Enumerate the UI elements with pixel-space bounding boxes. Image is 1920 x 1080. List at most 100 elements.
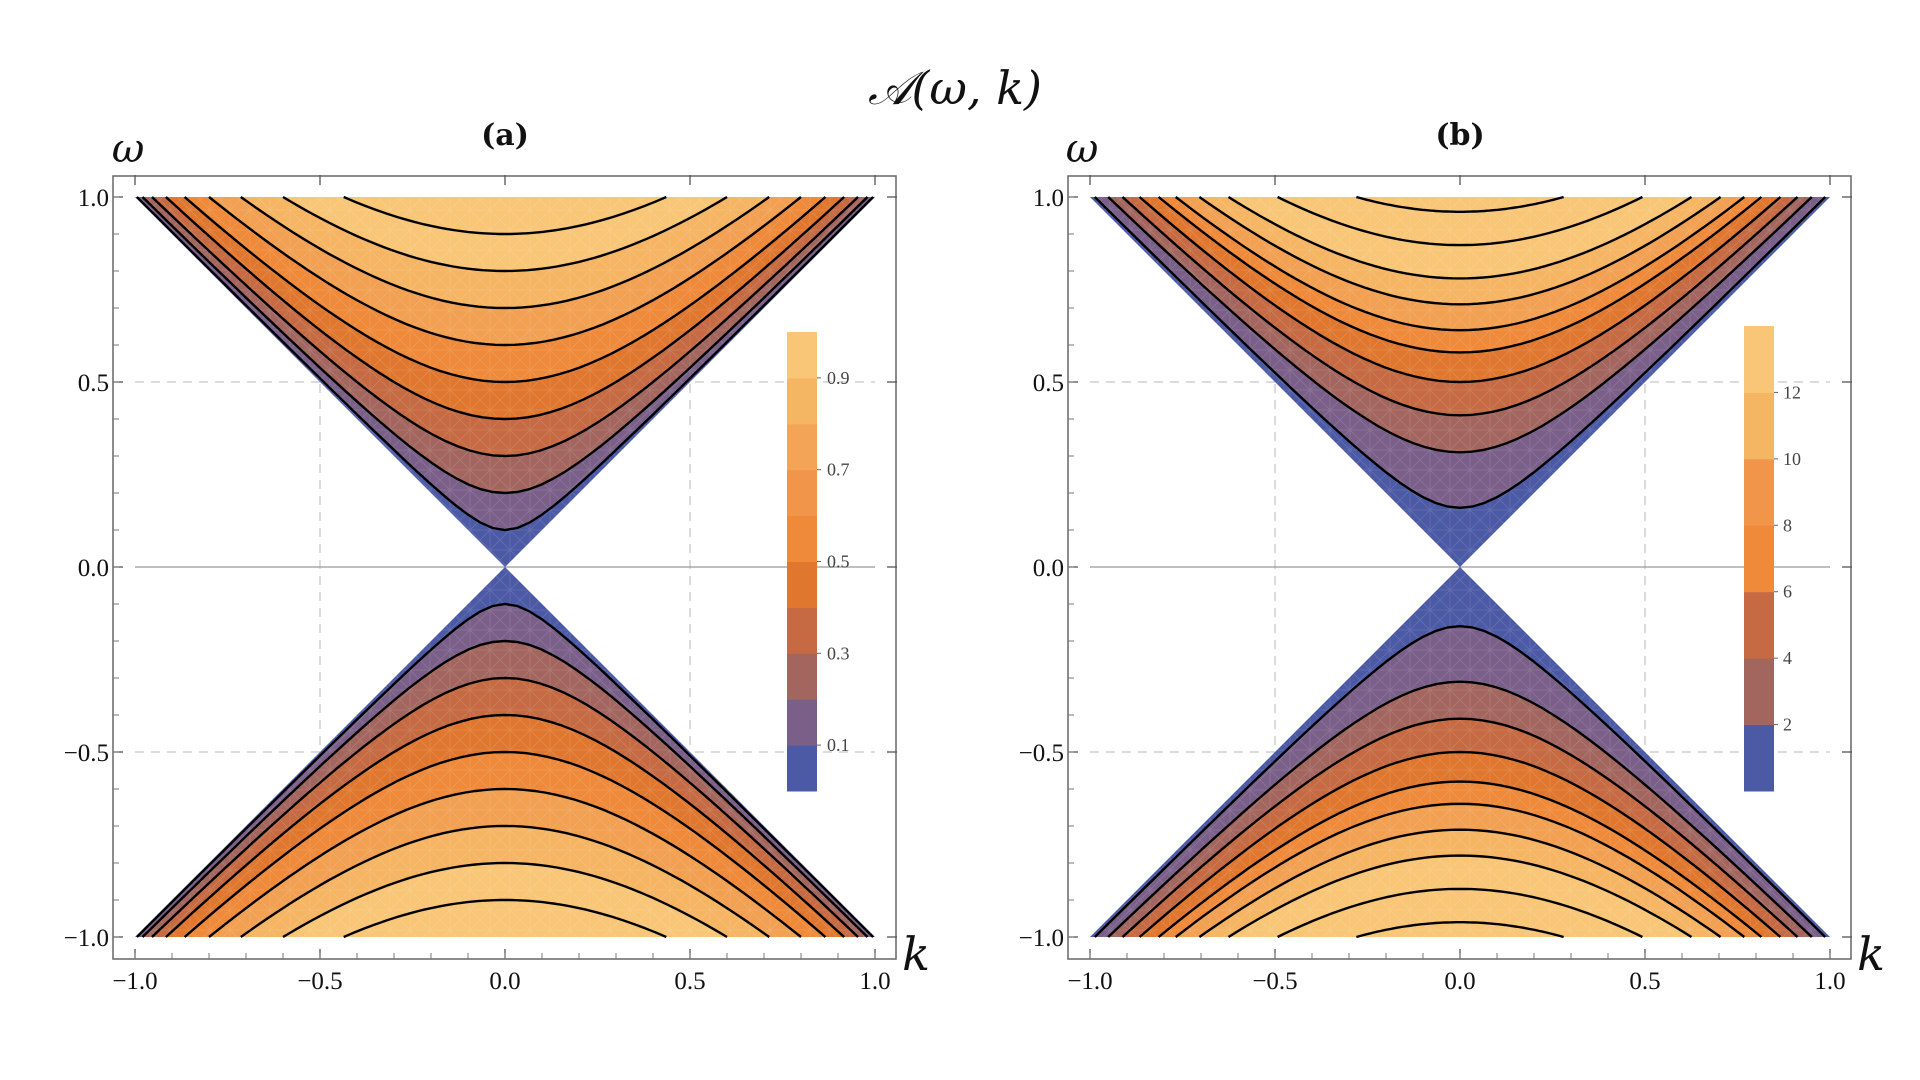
panel-a-colorbar-segment bbox=[787, 699, 817, 746]
panel-a-contour-upper-5 bbox=[208, 196, 802, 347]
panel-b-colorbar-segment bbox=[1744, 525, 1774, 593]
panel-b-xtick-label: −0.5 bbox=[1252, 968, 1297, 995]
panel-b-contour-lower-6 bbox=[1198, 828, 1722, 938]
panel-a-contour-upper-8 bbox=[343, 195, 667, 236]
panel-a-ticks: −1.0 1.0 −0.5 0.5 0.0 0.0 0.5 −0.5 1.0 −1.0 bbox=[64, 175, 897, 995]
panel-b-colorbar-segment bbox=[1744, 724, 1774, 792]
panel-a-colorbar-label: 0.1 bbox=[827, 735, 850, 755]
panel-a-ytick-label: 0.0 bbox=[78, 555, 109, 582]
panel-b-contour-upper-8 bbox=[1277, 195, 1643, 247]
panel-a-contour-lower-2 bbox=[151, 676, 859, 938]
panel-a-xtick-label: 0.5 bbox=[674, 968, 705, 995]
panel-a-colorbar-segment bbox=[787, 607, 817, 654]
figure-title: 𝒜(ω, k) bbox=[868, 61, 1042, 115]
panel-a-xtick-label: −0.5 bbox=[297, 968, 342, 995]
panel-b-colorbar-segment bbox=[1744, 326, 1774, 393]
panel-b-contour-lower-1 bbox=[1107, 680, 1813, 938]
panel-a-ylabel: ω bbox=[112, 126, 145, 172]
panel-a-contour-upper-6 bbox=[240, 196, 770, 310]
panel-b-contour-lower-2 bbox=[1121, 717, 1799, 938]
panel-a-contour-lower-3 bbox=[165, 713, 845, 938]
panel-b-colorbar: 2 4 6 8 10 12 bbox=[1744, 326, 1801, 792]
panel-a-colorbar-segment bbox=[787, 653, 817, 700]
panel-a-contour-lower-4 bbox=[183, 750, 827, 938]
panel-a-contour-upper-7 bbox=[282, 195, 728, 273]
panel-a-colorbar-segment bbox=[787, 515, 817, 562]
panel-a-colorbar-segment bbox=[787, 745, 817, 792]
panel-b-contour-upper-5 bbox=[1174, 196, 1746, 332]
panel-a-colorbar-segment bbox=[787, 377, 817, 425]
panel-b-ylabel: ω bbox=[1066, 126, 1099, 172]
panel-b-contour-lower-4 bbox=[1157, 780, 1763, 938]
panel-a-colorbar-segment bbox=[787, 332, 817, 379]
panel-b-contour-upper-2 bbox=[1121, 196, 1799, 417]
panel-b-ticks: −1.0 1.0 −0.5 0.5 0.0 0.0 0.5 −0.5 1.0 −1.0 bbox=[1019, 175, 1852, 995]
panel-a-contour-upper-4 bbox=[183, 196, 827, 384]
panel-a-colorbar-segment bbox=[787, 423, 817, 471]
panel-b-title: (b) bbox=[1435, 118, 1484, 153]
panel-a-colorbar-label: 0.7 bbox=[827, 460, 850, 480]
panel-a-contour-lower-7 bbox=[282, 861, 728, 939]
panel-b-colorbar-label: 12 bbox=[1783, 382, 1801, 402]
panel-b-colorbar-label: 10 bbox=[1783, 449, 1801, 469]
panel-a-contour-upper-2 bbox=[151, 196, 859, 458]
panel-a-ytick-label: −1.0 bbox=[64, 925, 109, 952]
panel-a-contours bbox=[136, 195, 874, 939]
panel-a-title: (a) bbox=[481, 118, 529, 153]
panel-b-colorbar-segment bbox=[1744, 591, 1774, 659]
panel-a-contour-lower-5 bbox=[208, 787, 802, 938]
panel-a-xtick-label: −1.0 bbox=[112, 968, 157, 995]
panel-b-colorbar-segment bbox=[1744, 392, 1774, 460]
panel-b-contour-lower-5 bbox=[1174, 802, 1746, 938]
panel-b-xtick-label: 0.0 bbox=[1444, 968, 1475, 995]
panel-b-colorbar-label: 8 bbox=[1783, 515, 1792, 535]
panel-a-colorbar-label: 0.3 bbox=[827, 643, 850, 663]
panel-b-colorbar-label: 6 bbox=[1783, 582, 1792, 602]
panel-a-xlabel: k bbox=[902, 927, 930, 981]
panel-b-contour-upper-6 bbox=[1198, 196, 1722, 306]
panel-b-ytick-label: −1.0 bbox=[1019, 925, 1064, 952]
panel-b-contour-lower-8 bbox=[1277, 887, 1643, 939]
panel-a-filled-regions bbox=[135, 197, 875, 937]
panel-a-colorbar: 0.1 0.3 0.5 0.7 0.9 bbox=[787, 332, 850, 792]
panel-a-ytick-label: 1.0 bbox=[78, 185, 109, 212]
panel-a-colorbar-segment bbox=[787, 561, 817, 608]
panel-b-colorbar-segment bbox=[1744, 458, 1774, 526]
panel-a-colorbar-label: 0.9 bbox=[827, 368, 850, 388]
panel-b-contour-upper-1 bbox=[1107, 196, 1813, 454]
panel-b-xtick-label: 0.5 bbox=[1629, 968, 1660, 995]
panel-a-contour-lower-8 bbox=[343, 898, 667, 939]
panel-a-colorbar-label: 0.5 bbox=[827, 552, 850, 572]
panel-b: (b) ω k −1.01.0−0.50.50.00.00.5−0.51.0−1… bbox=[1019, 118, 1885, 995]
panel-b-contour-lower-9 bbox=[1356, 921, 1564, 939]
panel-b-contour-upper-3 bbox=[1138, 196, 1782, 384]
panel-b-colorbar-segment bbox=[1744, 658, 1774, 726]
panel-b-contour-lower-3 bbox=[1138, 750, 1782, 938]
panel-b-ytick-label: 0.0 bbox=[1033, 555, 1064, 582]
panel-b-contour-lower-0 bbox=[1093, 624, 1827, 938]
panel-b-ytick-label: 0.5 bbox=[1033, 370, 1064, 397]
panel-a-ytick-label: −0.5 bbox=[64, 740, 109, 767]
panel-a-contour-upper-3 bbox=[165, 196, 845, 421]
panel-b-xtick-label: 1.0 bbox=[1814, 968, 1845, 995]
panel-b-contour-upper-9 bbox=[1356, 195, 1564, 213]
panel-a-xtick-label: 1.0 bbox=[859, 968, 890, 995]
panel-b-colorbar-label: 4 bbox=[1783, 648, 1792, 668]
panel-b-contour-upper-0 bbox=[1093, 196, 1827, 510]
panel-b-xlabel: k bbox=[1857, 927, 1885, 981]
panel-b-contour-upper-7 bbox=[1227, 195, 1693, 280]
panel-a-ytick-label: 0.5 bbox=[78, 370, 109, 397]
panel-b-colorbar-label: 2 bbox=[1783, 715, 1792, 735]
panel-a-contour-upper-1 bbox=[141, 196, 869, 495]
panel-a-contour-lower-0 bbox=[136, 602, 874, 938]
panel-b-ytick-label: 1.0 bbox=[1033, 185, 1064, 212]
panel-b-contours bbox=[1093, 195, 1827, 939]
panel-b-contour-upper-4 bbox=[1157, 196, 1763, 354]
panel-b-contour-lower-7 bbox=[1227, 854, 1693, 939]
panel-a-xtick-label: 0.0 bbox=[489, 968, 520, 995]
panel-a-contour-lower-6 bbox=[240, 824, 770, 938]
panel-a-contour-lower-1 bbox=[141, 639, 869, 938]
panel-a-colorbar-segment bbox=[787, 469, 817, 517]
panel-a-contour-upper-0 bbox=[136, 196, 874, 532]
